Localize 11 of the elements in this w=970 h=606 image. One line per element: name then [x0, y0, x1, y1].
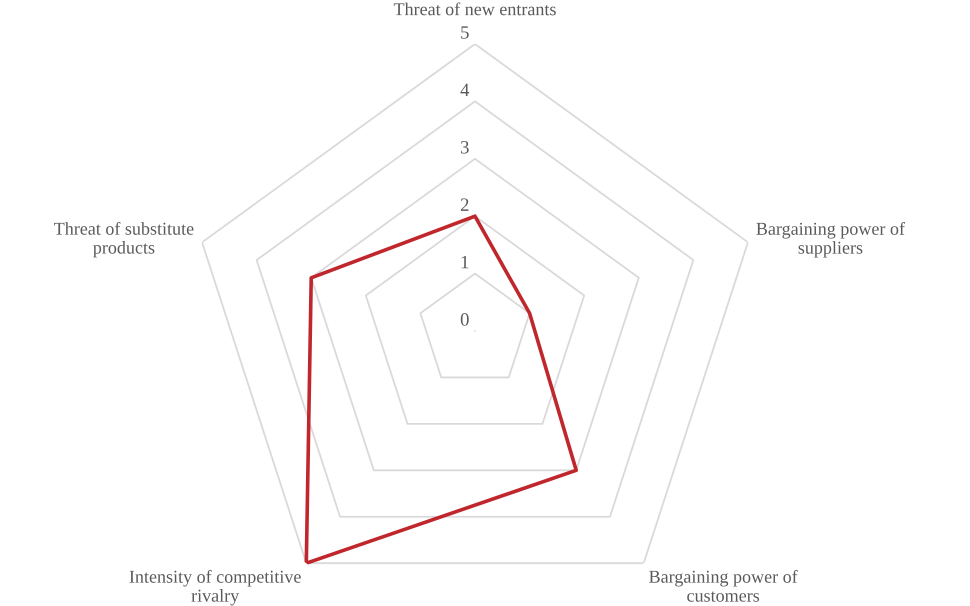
spoke-label: Bargaining power of customers [649, 570, 798, 602]
y-tick-label: 0 [460, 313, 469, 326]
y-tick-label: 5 [461, 26, 469, 39]
spoke-label: Intensity of competitive rivalry [130, 570, 301, 606]
y-tick-label: 2 [460, 198, 468, 211]
spoke-label: Bargaining power of suppliers [756, 222, 905, 258]
spoke-label: Threat of substitute products [54, 222, 194, 258]
y-tick-label: 3 [460, 141, 469, 154]
y-tick-label: 1 [462, 256, 468, 268]
y-tick-label: 4 [460, 84, 470, 96]
spoke-label: Threat of new entrants [394, 2, 556, 16]
